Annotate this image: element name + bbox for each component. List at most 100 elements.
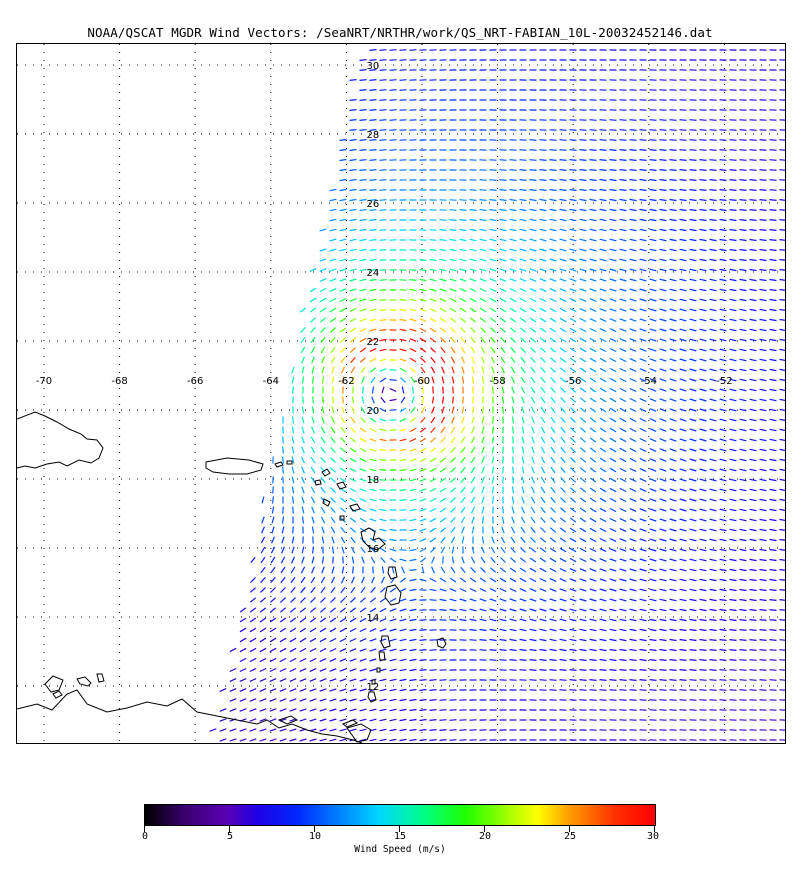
wind-vector [719,238,727,242]
wind-vector [379,479,387,481]
wind-vector [399,308,407,312]
wind-vector-map[interactable]: -70 -68 -66 -64 -62 -60 -58 -56 -54 -52 30 28 26 24 22… [16,43,786,744]
wind-vector [619,497,627,503]
wind-vector [359,427,367,433]
wind-vector [389,529,397,531]
wind-vector [549,567,557,573]
wind-vector [349,168,357,172]
wind-vector [599,397,607,403]
wind-vector [449,457,457,463]
wind-vector [619,447,627,453]
wind-vector [499,218,507,222]
wind-vector [679,528,687,532]
wind-vector [510,337,516,343]
wind-vector [659,178,667,182]
wind-vector [301,356,305,364]
wind-vector [291,546,295,554]
wind-vector [479,608,487,612]
wind-vector [519,258,527,262]
wind-vector [459,248,467,252]
wind-vector [359,437,367,443]
colorbar-title: Wind Speed (m/s) [354,844,446,855]
wind-vector [512,476,514,484]
wind-vector [329,688,337,692]
wind-vector [379,607,387,613]
wind-vector [349,307,357,313]
wind-vector [739,458,747,462]
wind-vector [550,507,556,513]
wind-vector [529,337,537,343]
wind-vector [699,368,707,372]
wind-vector [779,428,785,431]
wind-vector [499,208,507,212]
wind-vector [689,159,697,161]
wind-vector [709,149,717,151]
wind-vector [330,516,336,524]
wind-vector [481,356,485,364]
wind-vector [321,366,325,374]
wind-vector [490,356,496,364]
wind-vector [769,308,777,312]
wind-vector [639,548,647,552]
wind-vector [599,628,607,632]
wind-vector [769,558,777,562]
wind-vector [299,617,307,623]
wind-vector [359,278,367,282]
wind-vector [369,129,377,131]
colorbar-gradient [144,804,656,826]
wind-vector [439,739,447,741]
wind-vector [679,348,687,352]
wind-vector [309,307,317,313]
wind-vector [639,508,647,512]
wind-vector [549,288,557,292]
wind-vector [639,458,647,462]
wind-vector [609,377,617,383]
wind-vector [339,678,347,682]
wind-vector [491,366,495,374]
wind-vector [469,628,477,632]
wind-vector [739,218,747,222]
wind-vector [301,466,305,474]
wind-vector [411,396,415,404]
wind-vector [579,238,587,242]
wind-vector [719,258,727,262]
wind-vector [459,219,467,221]
wind-vector [459,618,467,622]
wind-vector [359,698,367,702]
wind-vector [550,476,556,484]
wind-vector [470,486,476,494]
latitude-label: 24 [366,268,379,279]
wind-vector [689,228,697,232]
wind-vector [420,357,426,363]
wind-vector [490,327,496,333]
wind-vector [719,119,727,121]
wind-vector [539,327,547,333]
wind-vector [340,366,346,374]
wind-vector [471,376,475,384]
wind-vector [479,179,487,181]
wind-vector [329,218,337,222]
wind-vector [369,508,377,512]
wind-vector [679,218,687,222]
wind-vector [619,159,627,161]
wind-vector [709,189,717,191]
wind-vector [301,486,305,494]
wind-vector [699,378,707,382]
wind-vector [729,268,737,272]
wind-vector [599,598,607,602]
wind-vector [450,477,456,483]
wind-vector [429,457,437,463]
latitude-label: 18 [366,475,379,486]
wind-vector [369,367,377,373]
wind-vector [569,169,577,171]
wind-vector [481,436,485,444]
wind-vector [759,398,767,402]
wind-vector [479,278,487,282]
wind-vector [609,338,617,342]
wind-vector [291,426,295,434]
wind-vector [301,366,305,374]
wind-vector [589,669,597,671]
wind-vector [529,628,537,632]
wind-vector [619,308,627,312]
wind-vector [362,386,364,394]
